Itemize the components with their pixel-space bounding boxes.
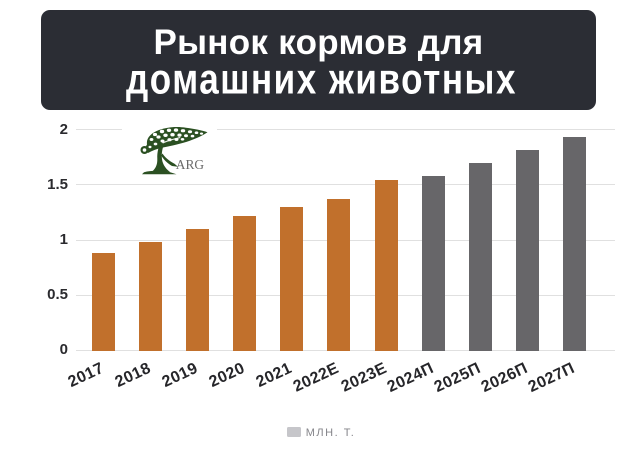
svg-text:ARG: ARG: [176, 157, 205, 172]
